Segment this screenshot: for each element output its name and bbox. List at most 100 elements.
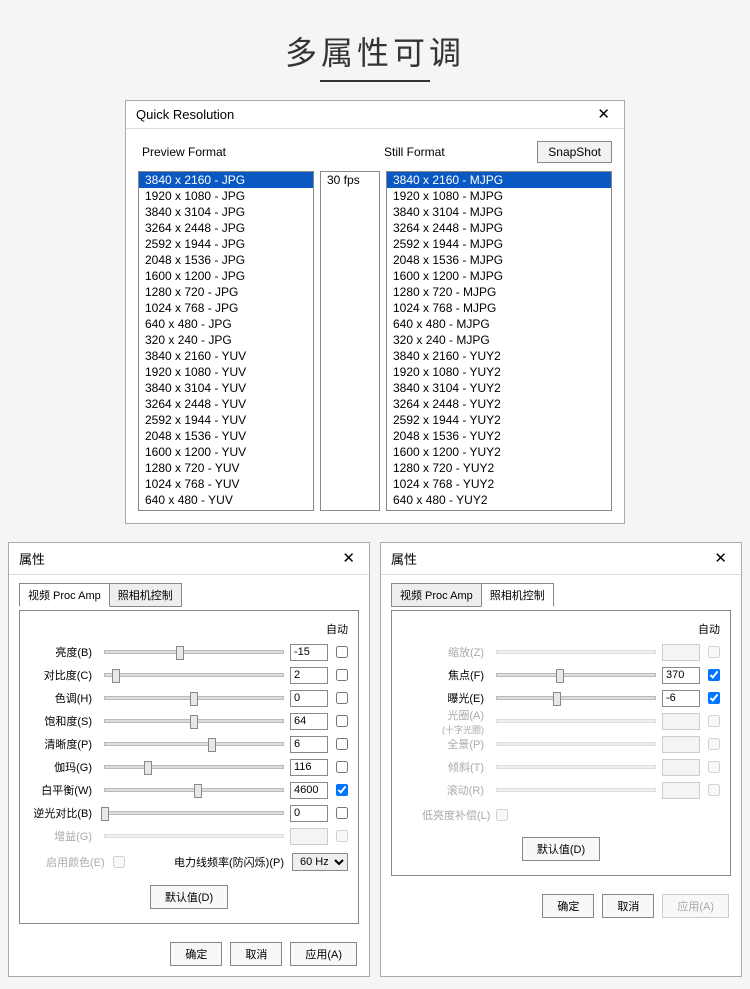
- list-item[interactable]: 1024 x 768 - MJPG: [387, 300, 611, 316]
- auto-checkbox[interactable]: [336, 692, 348, 704]
- close-icon[interactable]: ✕: [593, 107, 614, 122]
- list-item[interactable]: 1600 x 1200 - YUY2: [387, 444, 611, 460]
- list-item[interactable]: 3840 x 2160 - JPG: [139, 172, 313, 188]
- tab-camera-control[interactable]: 照相机控制: [109, 583, 182, 607]
- list-item[interactable]: 1280 x 720 - MJPG: [387, 284, 611, 300]
- list-item[interactable]: 1920 x 1080 - YUY2: [387, 364, 611, 380]
- cancel-button[interactable]: 取消: [602, 894, 654, 918]
- slider-thumb[interactable]: [176, 646, 184, 660]
- auto-checkbox[interactable]: [336, 646, 348, 658]
- cancel-button[interactable]: 取消: [230, 942, 282, 966]
- list-item[interactable]: 3264 x 2448 - JPG: [139, 220, 313, 236]
- slider-value: [662, 736, 700, 753]
- slider-thumb[interactable]: [190, 692, 198, 706]
- list-item[interactable]: 1024 x 768 - JPG: [139, 300, 313, 316]
- auto-checkbox[interactable]: [336, 738, 348, 750]
- list-item[interactable]: 2048 x 1536 - MJPG: [387, 252, 611, 268]
- list-item[interactable]: 2048 x 1536 - YUV: [139, 428, 313, 444]
- list-item[interactable]: 1280 x 720 - YUV: [139, 460, 313, 476]
- slider-track[interactable]: [104, 650, 284, 654]
- auto-checkbox[interactable]: [336, 669, 348, 681]
- list-item[interactable]: 1024 x 768 - YUV: [139, 476, 313, 492]
- apply-button[interactable]: 应用(A): [290, 942, 357, 966]
- slider-track[interactable]: [104, 765, 284, 769]
- slider-thumb[interactable]: [101, 807, 109, 821]
- list-item[interactable]: 320 x 240 - YUY2: [387, 508, 611, 511]
- list-item[interactable]: 1920 x 1080 - YUV: [139, 364, 313, 380]
- slider-thumb[interactable]: [190, 715, 198, 729]
- auto-checkbox[interactable]: [336, 784, 348, 796]
- slider-track[interactable]: [496, 673, 656, 677]
- auto-checkbox[interactable]: [336, 715, 348, 727]
- tab-proc-amp[interactable]: 视频 Proc Amp: [391, 583, 482, 607]
- still-format-listbox[interactable]: 3840 x 2160 - MJPG1920 x 1080 - MJPG3840…: [386, 171, 612, 511]
- slider-row: 对比度(C)2: [30, 666, 348, 684]
- slider-thumb[interactable]: [194, 784, 202, 798]
- tab-camera-control[interactable]: 照相机控制: [481, 583, 554, 607]
- slider-thumb[interactable]: [208, 738, 216, 752]
- list-item[interactable]: 320 x 240 - MJPG: [387, 332, 611, 348]
- slider-track[interactable]: [104, 788, 284, 792]
- list-item[interactable]: 1920 x 1080 - MJPG: [387, 188, 611, 204]
- list-item[interactable]: 1600 x 1200 - MJPG: [387, 268, 611, 284]
- list-item[interactable]: 2592 x 1944 - MJPG: [387, 236, 611, 252]
- slider-track[interactable]: [104, 673, 284, 677]
- list-item[interactable]: 3840 x 3104 - MJPG: [387, 204, 611, 220]
- list-item[interactable]: 3840 x 2160 - MJPG: [387, 172, 611, 188]
- defaults-button[interactable]: 默认值(D): [150, 885, 228, 909]
- properties-dialog-camera: 属性 ✕ 视频 Proc Amp 照相机控制 自动 缩放(Z)焦点(F)370曝…: [380, 542, 742, 977]
- fps-listbox[interactable]: 30 fps: [320, 171, 380, 511]
- list-item[interactable]: 2048 x 1536 - JPG: [139, 252, 313, 268]
- list-item[interactable]: 1280 x 720 - YUY2: [387, 460, 611, 476]
- close-icon[interactable]: ✕: [710, 551, 731, 566]
- ok-button[interactable]: 确定: [170, 942, 222, 966]
- slider-thumb[interactable]: [553, 692, 561, 706]
- slider-track[interactable]: [104, 696, 284, 700]
- list-item[interactable]: 320 x 240 - YUV: [139, 508, 313, 511]
- auto-checkbox[interactable]: [708, 669, 720, 681]
- slider-thumb[interactable]: [112, 669, 120, 683]
- slider-track[interactable]: [104, 719, 284, 723]
- list-item[interactable]: 2592 x 1944 - YUV: [139, 412, 313, 428]
- list-item[interactable]: 640 x 480 - YUY2: [387, 492, 611, 508]
- list-item[interactable]: 1024 x 768 - YUY2: [387, 476, 611, 492]
- list-item[interactable]: 3264 x 2448 - YUY2: [387, 396, 611, 412]
- slider-track[interactable]: [496, 696, 656, 700]
- ok-button[interactable]: 确定: [542, 894, 594, 918]
- list-item[interactable]: 2592 x 1944 - YUY2: [387, 412, 611, 428]
- auto-checkbox[interactable]: [708, 692, 720, 704]
- list-item[interactable]: 1600 x 1200 - JPG: [139, 268, 313, 284]
- powerline-freq-select[interactable]: 60 Hz: [292, 853, 348, 871]
- slider-track[interactable]: [104, 742, 284, 746]
- list-item[interactable]: 1920 x 1080 - JPG: [139, 188, 313, 204]
- list-item[interactable]: 1280 x 720 - JPG: [139, 284, 313, 300]
- apply-button[interactable]: 应用(A): [662, 894, 729, 918]
- preview-format-listbox[interactable]: 3840 x 2160 - JPG1920 x 1080 - JPG3840 x…: [138, 171, 314, 511]
- list-item[interactable]: 3840 x 2160 - YUY2: [387, 348, 611, 364]
- list-item[interactable]: 640 x 480 - JPG: [139, 316, 313, 332]
- defaults-button[interactable]: 默认值(D): [522, 837, 600, 861]
- auto-checkbox[interactable]: [336, 761, 348, 773]
- snapshot-button[interactable]: SnapShot: [537, 141, 612, 163]
- list-item[interactable]: 3840 x 3104 - JPG: [139, 204, 313, 220]
- list-item[interactable]: 2048 x 1536 - YUY2: [387, 428, 611, 444]
- list-item[interactable]: 3264 x 2448 - YUV: [139, 396, 313, 412]
- list-item[interactable]: 30 fps: [321, 172, 379, 188]
- list-item[interactable]: 640 x 480 - YUV: [139, 492, 313, 508]
- list-item[interactable]: 320 x 240 - JPG: [139, 332, 313, 348]
- slider-thumb[interactable]: [556, 669, 564, 683]
- list-item[interactable]: 3840 x 2160 - YUV: [139, 348, 313, 364]
- list-item[interactable]: 3264 x 2448 - MJPG: [387, 220, 611, 236]
- list-item[interactable]: 3840 x 3104 - YUY2: [387, 380, 611, 396]
- list-item[interactable]: 3840 x 3104 - YUV: [139, 380, 313, 396]
- slider-thumb[interactable]: [144, 761, 152, 775]
- list-item[interactable]: 2592 x 1944 - JPG: [139, 236, 313, 252]
- tab-proc-amp[interactable]: 视频 Proc Amp: [19, 583, 110, 607]
- list-item[interactable]: 640 x 480 - MJPG: [387, 316, 611, 332]
- slider-row: 缩放(Z): [402, 643, 720, 661]
- auto-checkbox[interactable]: [336, 807, 348, 819]
- slider-track[interactable]: [104, 811, 284, 815]
- list-item[interactable]: 1600 x 1200 - YUV: [139, 444, 313, 460]
- slider-value: [662, 782, 700, 799]
- close-icon[interactable]: ✕: [338, 551, 359, 566]
